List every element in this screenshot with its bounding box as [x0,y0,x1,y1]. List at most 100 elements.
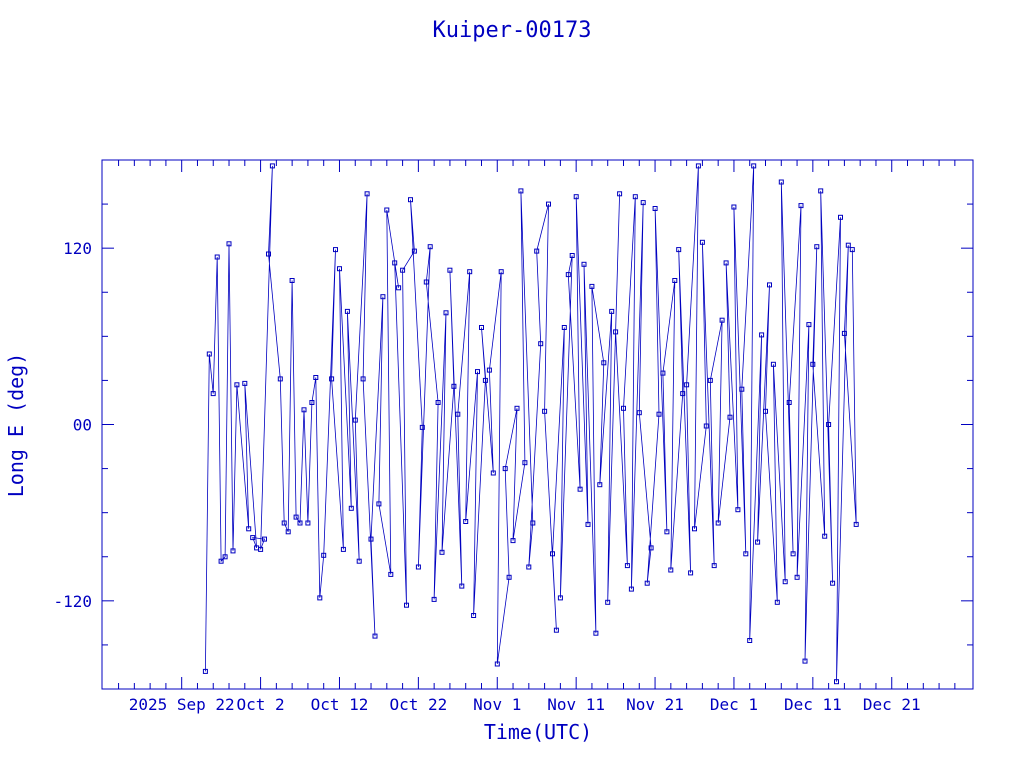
data-point [782,579,788,585]
data-point [317,595,323,601]
data-point [321,552,327,558]
data-point [688,570,694,576]
data-point [652,206,658,211]
data-point [798,203,804,209]
data-point [751,163,757,169]
y-tick-label: -120 [53,592,92,611]
y-axis-label: Long E (deg) [4,353,28,498]
series-line [205,165,857,682]
data-point [814,244,820,250]
data-point [644,580,650,586]
data-point [770,361,776,367]
data-point [735,507,741,513]
data-point [810,361,816,367]
data-point [222,554,228,560]
data-point [802,658,808,664]
data-point [565,272,571,278]
data-point [853,521,859,527]
x-axis-label: Time(UTC) [484,720,592,744]
data-point [313,375,319,380]
plot-area [101,159,974,690]
data-point [277,376,283,382]
x-tick-label: Dec 11 [784,695,842,714]
data-point [463,519,469,524]
data-point [538,341,544,347]
data-point [715,520,721,526]
x-tick-label: 2025 Sep 22 [129,695,235,714]
data-point [759,332,765,338]
data-point [376,501,382,507]
data-point [301,407,307,413]
data-point [400,267,406,273]
data-point [553,627,559,633]
data-point [755,539,761,545]
data-point [534,248,540,254]
data-point [392,260,398,266]
data-point [404,602,409,608]
data-point [411,248,417,254]
y-tick-labels: -120 00 120 [53,239,92,611]
data-point [763,408,768,414]
data-point [285,529,291,535]
data-point [510,538,516,544]
data-point [624,563,630,569]
data-point [380,294,386,300]
data-point [695,163,701,169]
data-point [747,638,753,643]
data-point [293,514,299,520]
data-point [826,422,832,427]
data-point [794,574,800,580]
x-tick-label: Dec 21 [863,695,921,714]
data-point [214,254,220,260]
data-point [786,400,792,405]
data-point [486,367,492,373]
x-tick-label: Oct 2 [236,695,284,714]
data-point [668,567,674,573]
data-point [281,520,287,526]
data-point [581,261,587,267]
data-point [636,410,642,416]
chart-title: Kuiper-00173 [433,18,592,43]
data-point [573,194,579,200]
data-point [471,613,477,618]
data-point [482,377,488,383]
data-point [360,376,366,382]
data-point [707,377,713,383]
data-point [206,351,212,357]
data-point [648,545,654,551]
data-point [692,526,697,532]
data-point [561,325,567,330]
data-point [431,596,437,602]
data-point [502,466,508,472]
data-point [305,520,311,526]
data-point [542,408,548,414]
data-point [494,661,500,667]
data-point [258,546,264,552]
data-point [333,247,338,253]
data-point [337,266,342,272]
data-point [455,411,461,417]
data-point [368,536,374,542]
data-point [841,330,847,336]
data-point [613,329,619,335]
data-point [388,571,394,577]
data-point [699,239,705,245]
data-point [490,470,496,476]
data-point [834,679,839,685]
data-point [727,414,733,420]
data-point [778,179,784,185]
data-point [585,521,591,527]
data-point [656,411,662,417]
data-point [672,278,678,283]
data-point [340,546,346,552]
data-point [711,563,717,569]
data-point [569,253,575,258]
x-tick-label: Nov 21 [626,695,684,714]
data-point [546,201,551,207]
data-point [676,247,682,253]
y-tick-label: 00 [73,416,92,435]
data-point [530,520,536,526]
series-layer [202,163,859,685]
data-point [822,533,828,539]
x-tick-label: Oct 12 [311,695,369,714]
